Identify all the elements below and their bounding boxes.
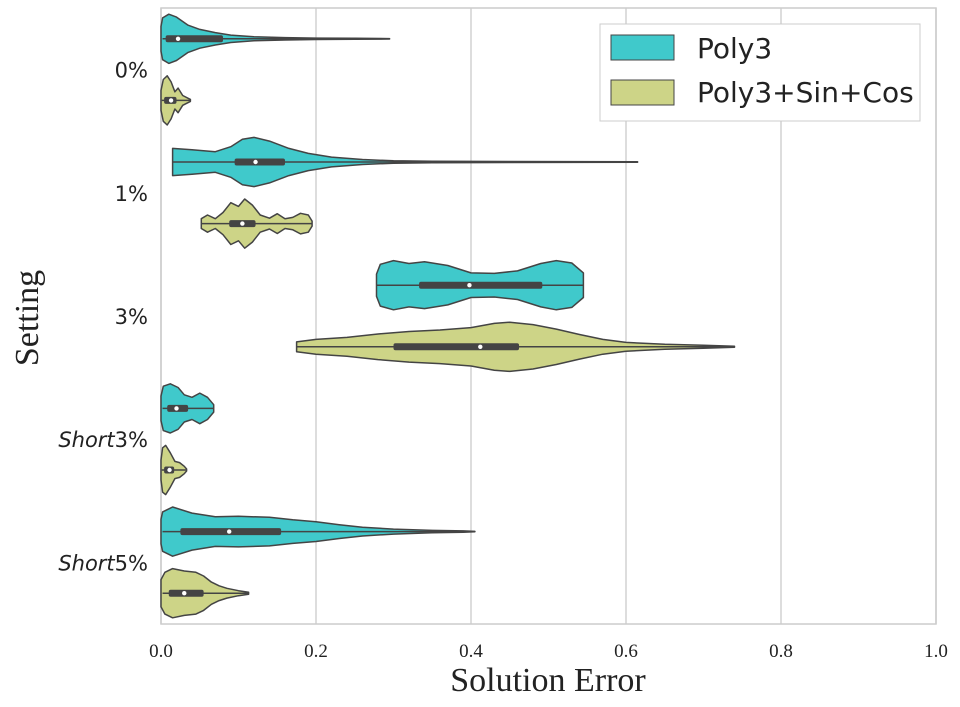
x-tick-label: 0.6 [614,641,638,662]
y-tick-label: 3% [115,305,148,329]
violin-poly3-sin-cos-3 [295,321,736,373]
y-tick-label: Short3% [58,428,148,452]
violin-poly3-3 [375,259,585,311]
violin-median [478,344,483,349]
x-tick-label: 0.2 [304,641,328,662]
violin-poly3-2 [171,136,639,188]
x-tick-labels: 0.0 0.2 0.4 0.6 0.8 1.0 [149,641,948,662]
violin-poly3-4 [160,383,215,434]
legend-label-poly3: Poly3 [697,32,772,65]
y-tick-label: Short5% [58,551,148,575]
y-tick-label: 0% [115,59,148,83]
x-tick-label: 0.0 [149,641,173,662]
x-tick-label: 0.4 [459,641,483,662]
y-tick-labels: 0% 1% 3% Short3% Short5% [58,59,148,576]
y-tick-label: 1% [115,182,148,206]
violin-poly3-1 [160,13,391,65]
violin-iqr-box [234,158,285,166]
legend-swatch-poly3 [610,34,675,61]
violin-poly3-5 [160,506,476,557]
violin-median [167,467,172,473]
violin-iqr-box [393,343,520,351]
violin-median [253,159,258,165]
legend: Poly3 Poly3+Sin+Cos [599,23,921,122]
x-axis-title: Solution Error [450,662,646,699]
violin-poly3-sin-cos-4 [160,444,188,496]
violin-poly3-sin-cos-5 [160,567,250,619]
violin-median [174,406,179,411]
x-tick-label: 0.8 [769,641,793,662]
x-tick-label: 1.0 [924,641,948,662]
violin-poly3-sin-cos-2 [200,198,313,249]
violin-iqr-box [165,35,223,43]
violin-poly3-sin-cos-1 [160,75,192,126]
violin-median [168,98,174,103]
violin-median [240,221,245,226]
violin-median [175,36,181,41]
violin-median [182,591,187,596]
plot-frame [160,7,937,625]
violin-iqr-box [419,281,543,289]
legend-label-poly3-sin-cos: Poly3+Sin+Cos [697,76,914,109]
y-axis-title: Setting [9,270,46,366]
legend-swatch-poly3-sin-cos [610,79,675,106]
violin-median [467,283,472,288]
violin-median [227,529,232,534]
violins [160,13,736,619]
